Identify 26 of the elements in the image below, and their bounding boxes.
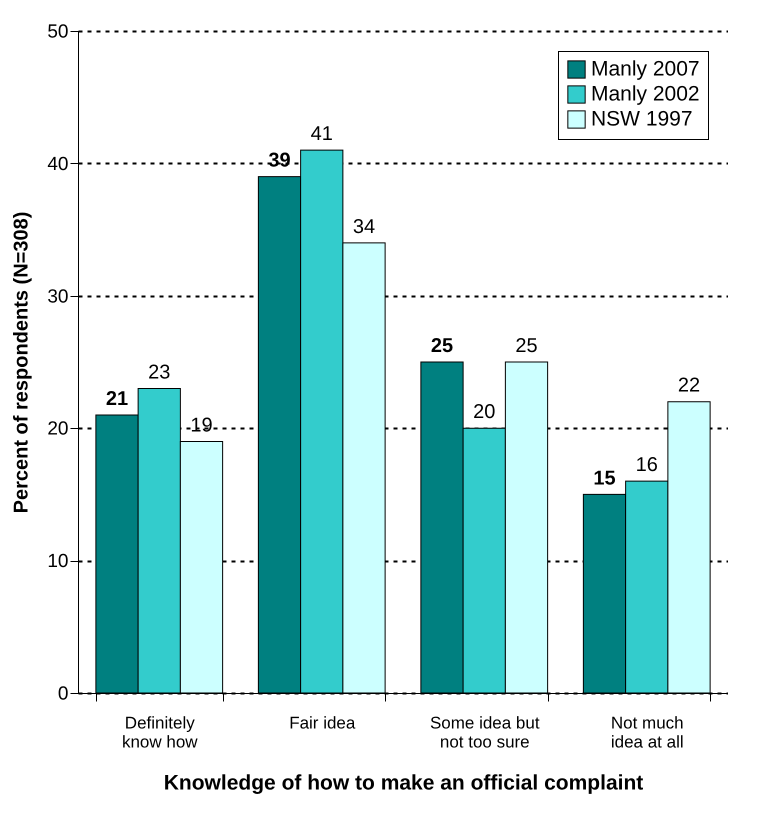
data-label: 21 (106, 388, 128, 410)
x-tick-label: Not much idea at all (610, 714, 684, 752)
legend-label: Manly 2007 (591, 58, 700, 80)
y-tick-label: 40 (47, 154, 68, 175)
x-tick-label: Fair idea (289, 714, 356, 732)
data-label: 25 (430, 335, 454, 357)
y-tick-label: 50 (47, 22, 68, 42)
x-axis-title: Knowledge of how to make an official complaint (164, 772, 644, 794)
y-tick-label: 10 (47, 551, 68, 572)
data-label: 16 (636, 454, 658, 476)
x-tick-label: Some idea but not too sure (430, 714, 540, 752)
data-label: 19 (190, 414, 213, 436)
data-label: 34 (352, 216, 376, 238)
x-tick-label: Definitely know how (122, 714, 198, 752)
y-tick-label: 30 (47, 286, 68, 308)
data-label: 15 (593, 467, 616, 490)
y-tick-label: 20 (47, 418, 68, 440)
data-label: 23 (148, 361, 170, 384)
data-label: 25 (515, 335, 538, 357)
data-label: 20 (473, 401, 496, 424)
y-axis-title: Percent of respondents (N=308) (10, 212, 32, 514)
data-label: 22 (678, 374, 700, 397)
data-label: 41 (310, 123, 333, 146)
legend-label: Manly 2002 (591, 82, 700, 106)
legend-label: NSW 1997 (591, 108, 693, 130)
y-tick-label: 0 (58, 684, 68, 704)
